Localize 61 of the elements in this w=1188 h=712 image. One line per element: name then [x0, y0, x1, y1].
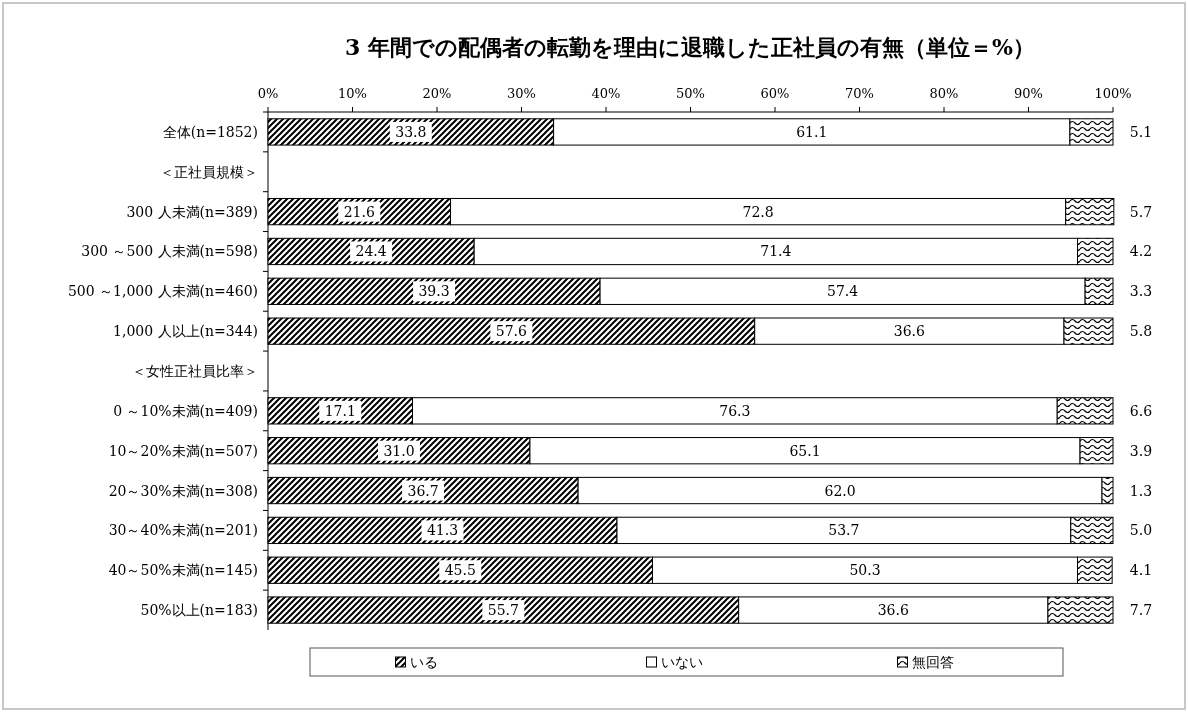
data-label: 4.2 [1129, 243, 1153, 260]
data-label: 55.7 [487, 602, 519, 619]
data-label: 17.1 [324, 402, 356, 419]
y-tick-label: ＜女性正社員比率＞ [132, 363, 258, 379]
x-tick-label: 60% [760, 86, 790, 101]
data-label: 53.7 [828, 522, 860, 539]
data-label: 5.8 [1129, 323, 1153, 340]
legend-label: いない [660, 654, 703, 670]
data-label: 39.3 [418, 283, 450, 300]
data-label: 36.7 [407, 482, 439, 499]
data-label: 36.6 [893, 323, 926, 340]
data-label: 61.1 [796, 123, 828, 140]
data-label: 57.6 [495, 323, 528, 340]
x-tick-label: 20% [422, 86, 452, 101]
data-label: 41.3 [426, 522, 459, 539]
y-tick-label: 500 ～1,000 人未満(n=460) [67, 283, 258, 300]
x-tick-label: 30% [507, 86, 536, 101]
data-label: 5.0 [1129, 522, 1153, 539]
data-label: 5.7 [1129, 203, 1153, 220]
data-label: 6.6 [1129, 402, 1153, 419]
data-label: 3.3 [1129, 283, 1153, 300]
data-label: 76.3 [719, 402, 751, 419]
y-tick-label: 20～30%未満(n=308) [108, 482, 258, 499]
data-label: 33.8 [395, 123, 427, 140]
y-tick-label: 300 ～500 人未満(n=598) [81, 243, 258, 260]
x-tick-label: 50% [676, 86, 705, 101]
data-label: 3.9 [1129, 442, 1153, 459]
y-tick-label: 1,000 人以上(n=344) [113, 323, 258, 340]
legend-label: 無回答 [911, 654, 954, 670]
legend-label: いる [409, 654, 438, 670]
data-label: 71.4 [760, 243, 792, 260]
data-label: 5.1 [1129, 123, 1153, 140]
data-label: 4.1 [1129, 562, 1153, 579]
data-label: 31.0 [383, 442, 415, 459]
y-tick-label: 40～50%未満(n=145) [108, 562, 258, 579]
data-label: 65.1 [789, 442, 821, 459]
x-tick-label: 40% [591, 86, 621, 101]
y-tick-label: 10～20%未満(n=507) [108, 442, 258, 459]
y-tick-label: 50%以上(n=183) [140, 602, 258, 619]
y-tick-label: 300 人未満(n=389) [126, 203, 258, 220]
data-label: 45.5 [444, 562, 476, 579]
x-tick-label: 100% [1094, 86, 1132, 101]
y-tick-label: ＜正社員規模＞ [160, 163, 258, 180]
chart-title: 3 年間での配偶者の転勤を理由に退職した正社員の有無（単位＝%） [345, 34, 1035, 60]
data-label: 50.3 [849, 562, 881, 579]
y-tick-label: 0 ～10%未満(n=409) [113, 402, 258, 419]
data-label: 24.4 [355, 243, 387, 260]
data-label: 21.6 [343, 203, 375, 220]
data-label: 72.8 [742, 203, 774, 220]
x-tick-label: 70% [845, 86, 874, 101]
x-tick-label: 80% [929, 86, 959, 101]
x-tick-label: 0% [257, 86, 279, 101]
data-label: 57.4 [827, 283, 859, 300]
data-label: 7.7 [1129, 602, 1153, 619]
x-tick-label: 90% [1014, 86, 1043, 101]
data-label: 62.0 [824, 482, 856, 499]
x-tick-label: 10% [338, 86, 367, 101]
y-tick-label: 全体(n=1852) [162, 123, 258, 140]
data-label: 1.3 [1129, 482, 1153, 499]
data-label: 36.6 [877, 602, 909, 619]
y-tick-label: 30～40%未満(n=201) [108, 522, 258, 539]
